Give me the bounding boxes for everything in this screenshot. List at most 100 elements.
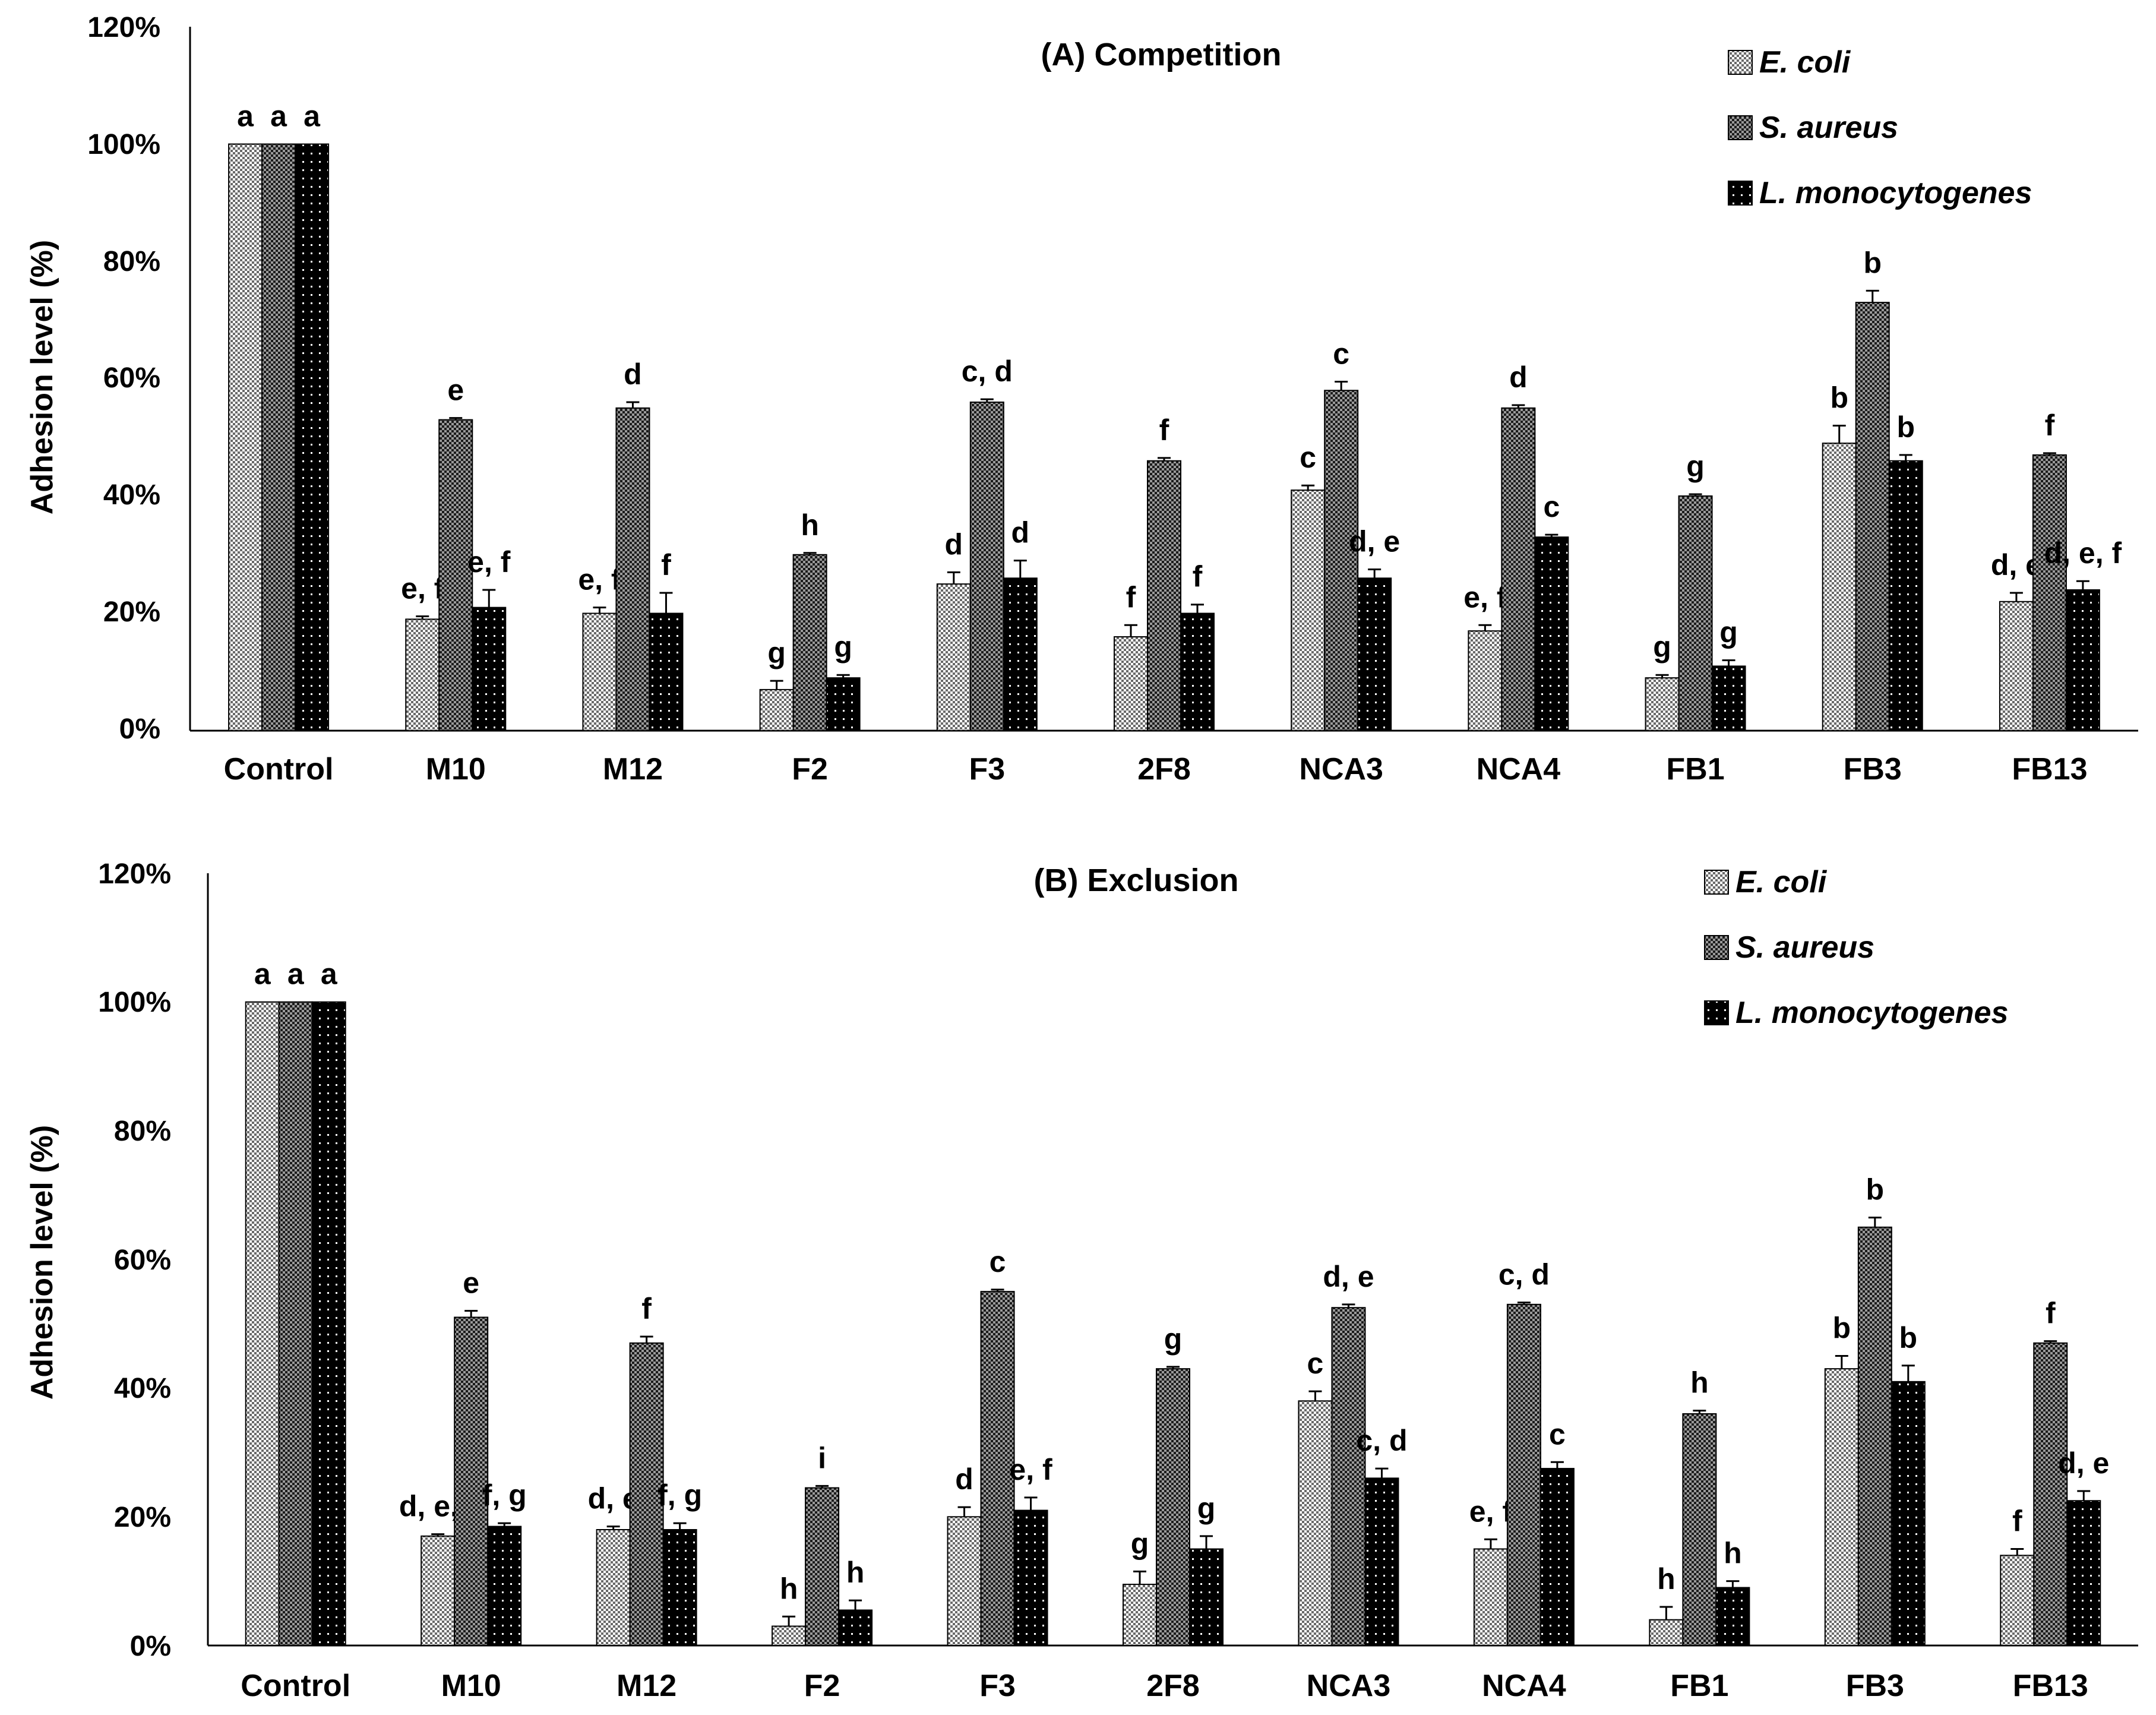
panel-b-sig-label-m12-saureus: f	[641, 1292, 652, 1325]
panel-a-errorbar-m12-saureus	[626, 401, 640, 408]
panel-b-sig-label-2f8-ecoli: g	[1131, 1527, 1149, 1560]
panel-b-bar-fb13-saureus	[2033, 1342, 2068, 1646]
panel-a-sig-label-nca4-ecoli: e, f	[1463, 580, 1507, 614]
panel-a-legend-lmono: L. monocytogenes	[1759, 176, 2032, 210]
panel-b-errorbar-m10-saureus	[464, 1310, 478, 1318]
panel-a-bar-control-ecoli	[228, 143, 263, 731]
panel-b-bar-nca3-saureus	[1331, 1307, 1366, 1646]
panel-a-errorbar-f2-ecoli	[770, 680, 783, 690]
panel-b-errorbar-m12-saureus	[640, 1335, 653, 1343]
panel-b-bar-fb3-ecoli	[1824, 1368, 1859, 1647]
panel-b-bar-f2-lmono	[838, 1609, 873, 1647]
panel-a-sig-label-fb3-ecoli: b	[1830, 381, 1848, 415]
panel-b-ytick-0: 0%	[130, 1631, 171, 1662]
panel-b-y-axis-label: Adhesion level (%)	[25, 1125, 59, 1400]
panel-a-errorbar-2f8-lmono	[1191, 604, 1204, 614]
panel-b-errorbar-nca4-ecoli	[1484, 1538, 1497, 1549]
panel-b-category-2f8: 2F8	[1146, 1669, 1200, 1703]
panel-a-bar-fb13-ecoli	[1999, 601, 2034, 731]
panel-a-errorbar-nca3-saureus	[1335, 380, 1348, 391]
panel-b-bar-m12-ecoli	[596, 1529, 631, 1646]
panel-a-sig-label-m12-saureus: d	[624, 358, 642, 391]
panel-b-bar-control-ecoli	[245, 1001, 280, 1646]
panel-b-errorbar-fb3-ecoli	[1835, 1355, 1848, 1369]
panel-a-bar-f2-ecoli	[759, 688, 794, 731]
panel-b-legend-swatch-saureus	[1704, 935, 1729, 960]
panel-a-y-axis-label: Adhesion level (%)	[25, 240, 59, 514]
panel-b-sig-label-nca3-lmono: c, d	[1356, 1424, 1407, 1457]
panel-a-bar-nca4-lmono	[1534, 536, 1569, 731]
panel-b-sig-label-fb3-saureus: b	[1866, 1173, 1885, 1206]
panel-b-sig-label-nca3-saureus: d, e	[1323, 1260, 1374, 1293]
panel-b-category-m10: M10	[441, 1669, 501, 1703]
panel-a-bar-control-lmono	[295, 143, 330, 731]
panel-a-sig-label-nca4-saureus: d	[1509, 361, 1528, 394]
panel-b-errorbar-nca4-lmono	[1550, 1461, 1564, 1469]
panel-a-errorbar-m12-lmono	[659, 592, 673, 614]
panel-a-errorbar-fb3-ecoli	[1832, 425, 1846, 444]
panel-b-errorbar-fb3-saureus	[1868, 1217, 1882, 1227]
panel-b-ytick-60: 60%	[114, 1245, 171, 1276]
panel-b-bar-nca4-lmono	[1539, 1468, 1575, 1646]
panel-b-errorbar-fb13-saureus	[2044, 1340, 2057, 1343]
panel-b-sig-label-fb1-ecoli: h	[1657, 1562, 1676, 1596]
panel-b-sig-label-m10-saureus: e	[463, 1266, 479, 1300]
panel-a-bar-f3-lmono	[1003, 577, 1038, 731]
panel-b-bar-fb1-saureus	[1682, 1413, 1717, 1646]
panel-a-errorbar-fb1-ecoli	[1655, 674, 1669, 678]
panel-a-sig-label-m10-ecoli: e, f	[401, 571, 444, 605]
panel-b-category-nca3: NCA3	[1307, 1669, 1391, 1703]
panel-b-y-ticks: 120% 100% 80% 60% 40% 20% 0%	[98, 858, 171, 1662]
panel-b-sig-label-fb1-lmono: h	[1724, 1537, 1742, 1570]
panel-b-legend-swatch-ecoli	[1704, 870, 1729, 895]
panel-b-errorbar-m12-lmono	[673, 1522, 687, 1530]
panel-b-errorbar-m12-ecoli	[606, 1526, 620, 1530]
panel-b-bar-nca4-saureus	[1506, 1303, 1541, 1646]
panel-b-bar-control-lmono	[311, 1001, 346, 1646]
panel-a-errorbar-nca4-saureus	[1512, 404, 1525, 408]
panel-a-sig-label-2f8-saureus: f	[1159, 413, 1169, 447]
panel-a-bar-nca3-lmono	[1357, 577, 1392, 731]
panel-b-sig-label-control-lmono: a	[321, 958, 338, 991]
panel-a-category-control: Control	[224, 752, 334, 787]
panel-a-bar-control-saureus	[261, 143, 296, 731]
panel-a-sig-label-fb1-saureus: g	[1686, 450, 1705, 483]
panel-b-bar-m12-lmono	[662, 1529, 697, 1646]
panel-a-sig-label-nca4-lmono: c	[1543, 490, 1560, 523]
panel-b-bar-m10-saureus	[454, 1316, 489, 1646]
panel-a-category-f2: F2	[792, 752, 828, 787]
panel-a-category-m12: M12	[603, 752, 663, 787]
panel-a-ytick-40: 40%	[103, 479, 160, 511]
panel-b-category-fb1: FB1	[1670, 1669, 1728, 1703]
panel-a-bar-f3-saureus	[969, 402, 1004, 731]
panel-a-errorbar-2f8-saureus	[1158, 457, 1171, 461]
panel-b-sig-label-2f8-lmono: g	[1197, 1492, 1216, 1525]
panel-b-errorbar-fb1-ecoli	[1659, 1606, 1673, 1620]
panel-a-sig-label-fb1-ecoli: g	[1653, 630, 1671, 664]
panel-b-errorbar-m10-ecoli	[431, 1533, 445, 1536]
panel-b-sig-label-nca3-ecoli: c	[1307, 1347, 1324, 1380]
panel-b-category-nca4: NCA4	[1482, 1669, 1566, 1703]
panel-b-category-f2: F2	[804, 1669, 840, 1703]
panel-b-sig-label-m12-lmono: f, g	[657, 1479, 702, 1512]
panel-a-category-nca3: NCA3	[1299, 752, 1383, 787]
panel-a-legend: E. coli S. aureus L. monocytogenes	[1728, 45, 2032, 210]
panel-b-errorbar-nca3-lmono	[1375, 1467, 1389, 1479]
panel-a-category-2f8: 2F8	[1137, 752, 1191, 787]
panel-b-bar-fb13-lmono	[2066, 1500, 2101, 1646]
panel-a-errorbar-fb13-saureus	[2043, 452, 2056, 455]
panel-b-sig-label-fb13-ecoli: f	[2012, 1505, 2022, 1538]
panel-a-bar-nca4-saureus	[1501, 407, 1536, 731]
panel-a-errorbar-f2-lmono	[836, 674, 850, 678]
panel-a-legend-swatch-lmono	[1728, 181, 1753, 206]
panel-b-bar-m10-ecoli	[421, 1535, 456, 1646]
panel-b-errorbar-fb13-lmono	[2077, 1490, 2091, 1501]
panel-a-category-fb13: FB13	[2012, 752, 2087, 787]
panel-b-errorbar-f3-lmono	[1024, 1496, 1038, 1511]
panel-a-bar-2f8-ecoli	[1114, 636, 1148, 731]
panel-b-sig-label-f2-ecoli: h	[780, 1572, 798, 1605]
panel-a-bar-nca3-saureus	[1324, 390, 1359, 731]
panel-b-errorbar-nca4-saureus	[1517, 1302, 1531, 1305]
panel-b-bar-fb1-ecoli	[1649, 1619, 1684, 1647]
